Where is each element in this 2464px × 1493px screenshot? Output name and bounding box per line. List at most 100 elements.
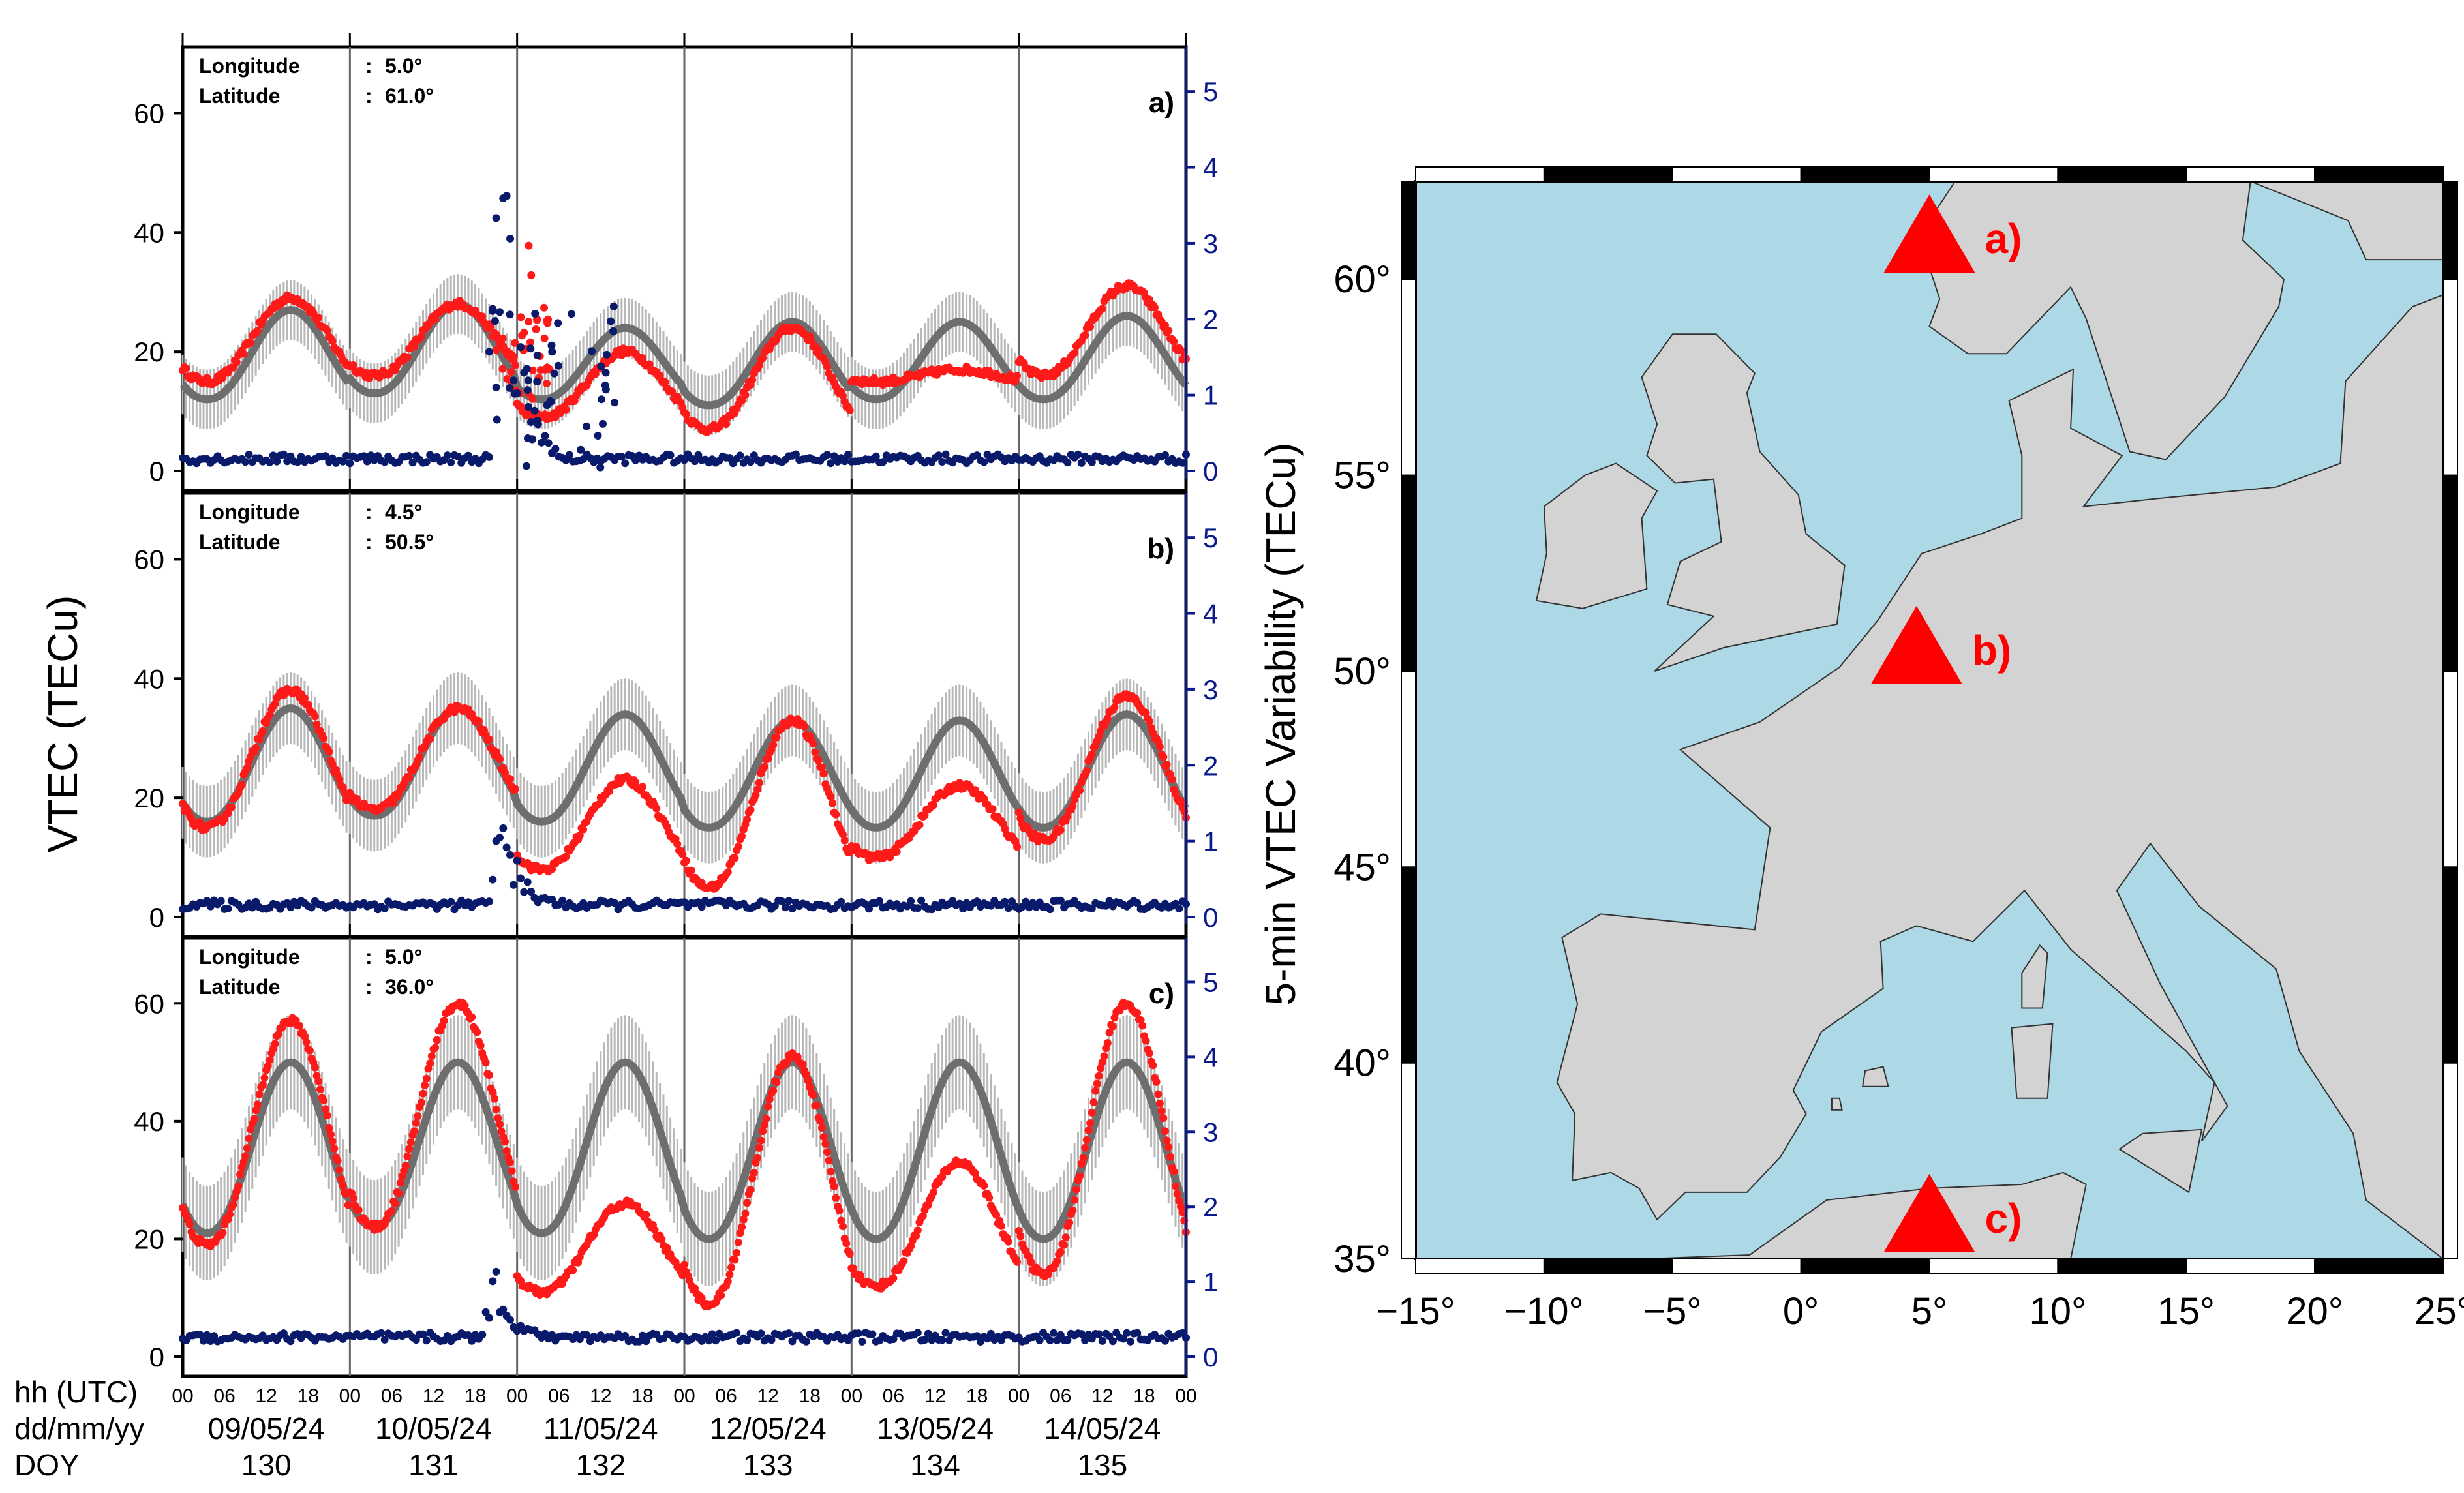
panel-label: c) [1149,978,1174,1010]
observed-vtec-point [232,358,241,367]
variability-point [705,1336,713,1345]
observed-vtec-point [827,792,835,801]
observed-vtec-point [765,1095,774,1104]
observed-vtec-point [738,397,746,405]
observed-vtec-point [819,1133,828,1141]
variability-point [499,824,508,832]
variability-point [1108,1337,1117,1346]
observed-vtec-point [1163,761,1171,769]
map-frame-bar [2442,474,2458,672]
observed-vtec-point [1103,1039,1112,1047]
observed-vtec-point [1108,1022,1117,1031]
observed-vtec-point [185,1220,194,1228]
observed-vtec-point [426,735,434,743]
observed-vtec-point [750,1169,758,1177]
observed-vtec-point [985,1194,994,1202]
hour-tick-label: 18 [631,1385,653,1407]
variability-point [938,458,947,466]
date-label: 10/05/24 [375,1411,492,1445]
observed-vtec-point [1145,1049,1153,1057]
right-tick-label: 1 [1203,380,1218,411]
variability-point [506,1316,514,1324]
hour-tick-label: 06 [883,1385,904,1407]
observed-vtec-point [450,708,459,716]
variability-point [757,1329,765,1338]
observed-vtec-point [506,775,514,783]
station-marker-label: b) [1972,627,2011,674]
observed-vtec-point [832,810,840,819]
observed-vtec-point [337,1175,345,1183]
map-frame-bar [1671,166,1802,182]
observed-vtec-point [1060,1241,1069,1249]
observed-vtec-point [1177,346,1185,355]
left-tick-label: 20 [134,1224,164,1254]
observed-vtec-point [247,1125,255,1134]
observed-vtec-point [478,312,487,321]
variability-point [733,1329,741,1337]
observed-vtec-point [473,1028,481,1036]
right-tick-label: 2 [1203,750,1218,781]
separator: : [365,945,373,969]
station-marker-label: c) [1985,1195,2022,1242]
map-frame-bar [2442,1062,2458,1259]
map-lon-label: 5° [1911,1290,1947,1333]
observed-vtec-point [1164,327,1173,335]
observed-vtec-point [243,1144,251,1153]
observed-vtec-point [1098,305,1106,313]
map-lon-label: −15° [1376,1290,1455,1333]
observed-vtec-point [569,1266,577,1274]
observed-vtec-point [274,1030,282,1038]
date-label: 14/05/24 [1044,1411,1161,1445]
observed-vtec-point [725,1271,734,1278]
observed-vtec-point [1142,1036,1150,1045]
observed-vtec-point [1173,1190,1181,1198]
variability-point [224,905,232,913]
observed-vtec-point [426,1059,434,1068]
observed-vtec-point [658,1235,666,1244]
hour-tick-label: 12 [1091,1385,1113,1407]
variability-point [941,1329,950,1337]
variability-point [986,1329,995,1338]
variability-point [405,451,414,460]
observed-vtec-point [734,1238,742,1246]
observed-vtec-point [988,805,997,813]
variability-point [245,451,253,459]
variability-point [959,905,967,913]
variability-point [510,881,518,889]
observed-vtec-point [814,346,823,354]
observed-vtec-point [255,1091,264,1098]
variability-point [1077,459,1086,467]
variability-point [1133,899,1142,907]
observed-vtec-point [753,785,762,794]
variability-point [517,343,525,352]
variability-point [691,457,699,466]
variability-point [464,451,472,460]
variability-point [380,1335,389,1344]
observed-vtec-point [236,1170,245,1179]
variability-point [823,451,831,459]
observed-vtec-point [1082,1136,1091,1144]
left-tick-label: 40 [134,1106,164,1137]
variability-point [708,1330,716,1338]
variability-point [523,878,532,886]
observed-vtec-point [645,360,654,369]
variability-point [599,419,607,428]
observed-vtec-point [403,1153,412,1160]
variability-point [855,1329,862,1338]
variability-point [1035,1336,1044,1344]
observed-vtec-point [1071,349,1079,357]
variability-point [489,875,497,884]
observed-vtec-point [349,1194,357,1203]
observed-vtec-point [638,783,646,791]
observed-vtec-point [757,1136,765,1145]
land-ibiza [1831,1097,1843,1111]
observed-vtec-point [349,361,357,369]
variability-point [496,834,504,842]
observed-vtec-point [1105,1029,1114,1037]
observed-vtec-point [239,1158,248,1166]
hour-tick-label: 00 [1175,1385,1196,1407]
observed-vtec-point [804,1076,812,1085]
variability-point [548,896,556,904]
observed-vtec-point [1072,1185,1080,1194]
latitude-label: Latitude [199,530,280,554]
